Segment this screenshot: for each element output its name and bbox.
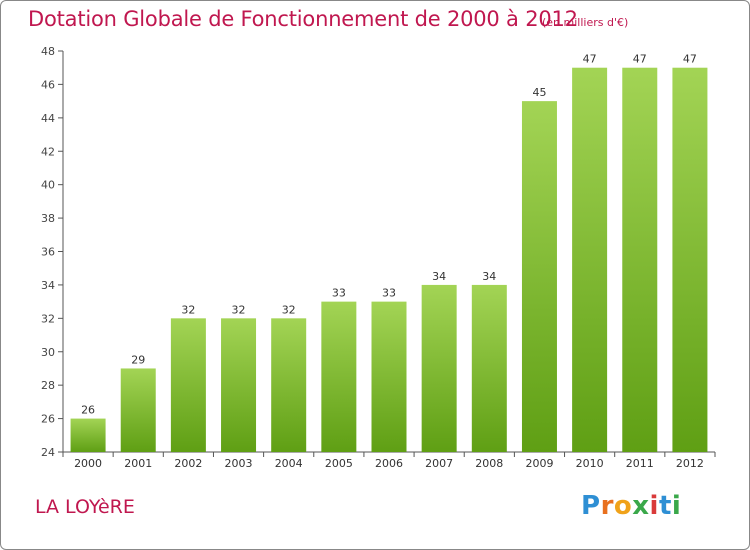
bar-value-label: 32 [282, 303, 296, 316]
bar-value-label: 47 [583, 53, 597, 66]
y-tick-label: 48 [41, 45, 55, 58]
y-tick-label: 28 [41, 379, 55, 392]
bar-value-label: 32 [181, 303, 195, 316]
bar-value-label: 33 [382, 287, 396, 300]
bar-value-label: 29 [131, 353, 145, 366]
bar-value-label: 32 [232, 303, 246, 316]
y-tick-label: 36 [41, 246, 55, 259]
y-tick-label: 34 [41, 279, 55, 292]
bar-value-label: 47 [683, 53, 697, 66]
x-tick-label: 2001 [124, 457, 152, 470]
y-tick-label: 46 [41, 78, 55, 91]
y-tick-label: 42 [41, 145, 55, 158]
x-tick-label: 2009 [525, 457, 553, 470]
y-tick-label: 24 [41, 446, 55, 459]
bar-value-label: 45 [532, 86, 546, 99]
bar [572, 67, 608, 452]
x-tick-label: 2005 [325, 457, 353, 470]
y-tick-label: 38 [41, 212, 55, 225]
chart-subtitle: (en milliers d'€) [542, 16, 629, 29]
bar [521, 101, 557, 452]
bar [271, 318, 307, 452]
bar-value-label: 26 [81, 404, 95, 417]
y-tick-label: 30 [41, 346, 55, 359]
x-tick-label: 2008 [475, 457, 503, 470]
bar-value-label: 33 [332, 287, 346, 300]
x-tick-label: 2000 [74, 457, 102, 470]
chart-title: Dotation Globale de Fonctionnement de 20… [28, 7, 578, 31]
y-tick-label: 40 [41, 179, 55, 192]
bar-value-label: 34 [482, 270, 496, 283]
bar [371, 301, 407, 452]
x-tick-label: 2003 [225, 457, 253, 470]
y-tick-label: 32 [41, 312, 55, 325]
bar-value-label: 34 [432, 270, 446, 283]
proxiti-logo: Proxiti [581, 491, 682, 521]
x-tick-label: 2004 [275, 457, 303, 470]
commune-name: LA LOYèRE [35, 496, 135, 518]
x-tick-label: 2011 [626, 457, 654, 470]
bars: 26 29 32 32 32 33 33 34 34 45 47 47 47 [70, 53, 708, 452]
bar [120, 368, 156, 452]
bar [321, 301, 357, 452]
bar [622, 67, 658, 452]
y-tick-label: 26 [41, 413, 55, 426]
x-tick-label: 2010 [576, 457, 604, 470]
x-tick-label: 2012 [676, 457, 704, 470]
bar [421, 284, 457, 452]
bar [170, 318, 206, 452]
bar [471, 284, 507, 452]
x-tick-label: 2002 [174, 457, 202, 470]
bar [70, 418, 106, 452]
y-tick-label: 44 [41, 112, 55, 125]
bar [221, 318, 257, 452]
bar-value-label: 47 [633, 53, 647, 66]
bar [672, 67, 708, 452]
x-tick-label: 2007 [425, 457, 453, 470]
x-tick-label: 2006 [375, 457, 403, 470]
axes: 24 26 28 30 32 34 36 38 40 42 44 46 48 2000 2001 2002 20… [41, 45, 716, 470]
